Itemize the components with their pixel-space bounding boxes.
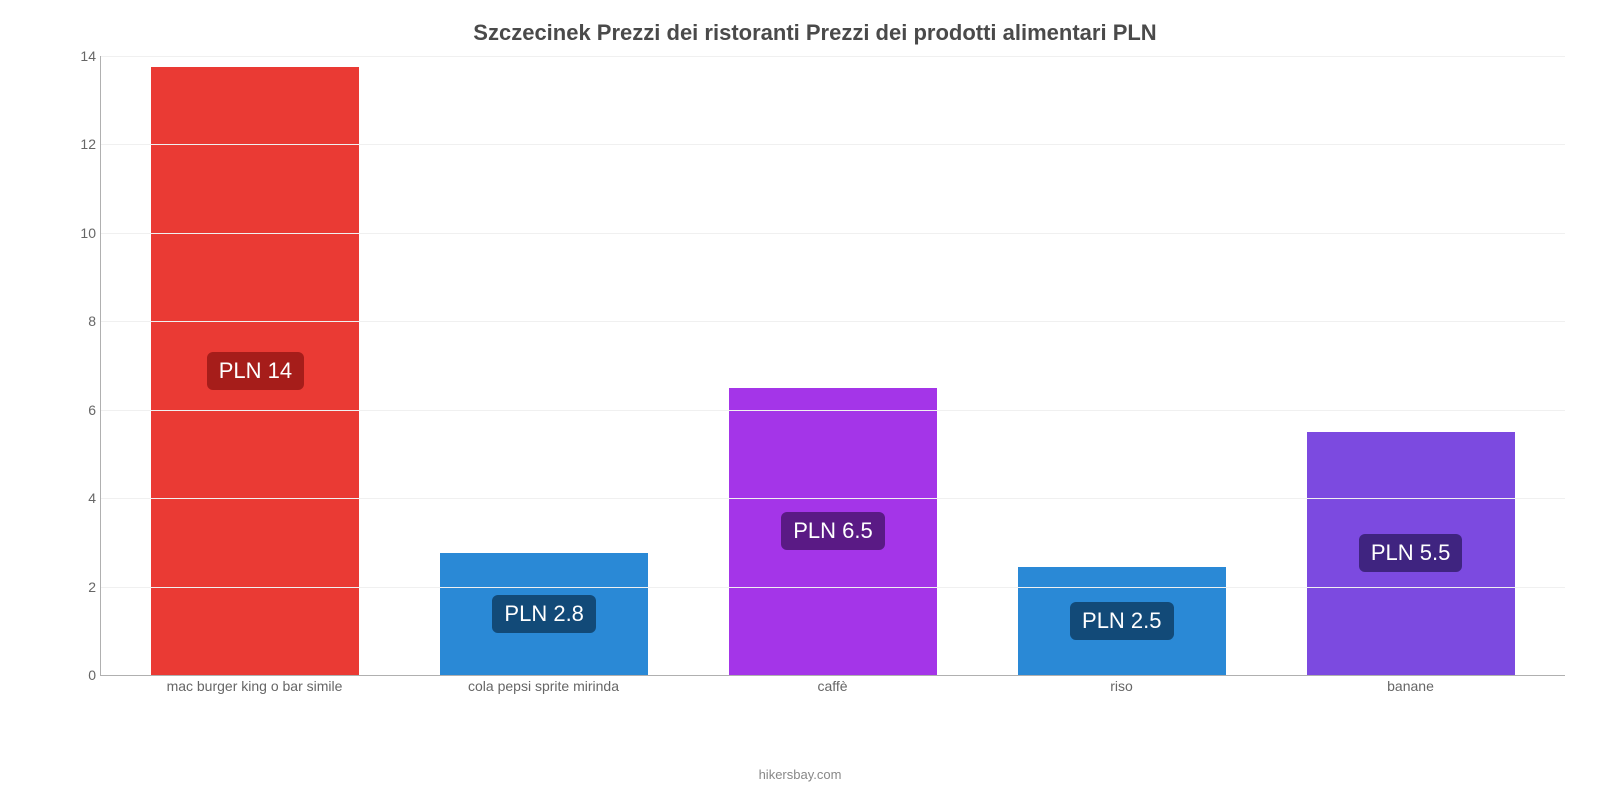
x-axis-label: mac burger king o bar simile [110,678,399,706]
plot-area: PLN 14PLN 2.8PLN 6.5PLN 2.5PLN 5.5 02468… [100,56,1565,676]
value-badge: PLN 2.8 [492,595,596,633]
grid-line [101,321,1565,322]
bar-slot: PLN 5.5 [1266,56,1555,675]
grid-line [101,410,1565,411]
bars-group: PLN 14 PLN 2.8 PLN 6.5 PLN 2.5 PLN 5.5 [101,56,1565,675]
y-tick-label: 6 [61,402,96,418]
value-badge: PLN 5.5 [1359,534,1463,572]
grid-line [101,233,1565,234]
grid-line [101,587,1565,588]
x-axis-label: cola pepsi sprite mirinda [399,678,688,706]
source-label: hikersbay.com [0,767,1600,782]
bar-slot: PLN 2.8 [400,56,689,675]
value-badge: PLN 2.5 [1070,602,1174,640]
x-axis-label: riso [977,678,1266,706]
grid-line [101,144,1565,145]
bar: PLN 14 [151,67,359,675]
bar-slot: PLN 2.5 [977,56,1266,675]
y-tick-label: 4 [61,490,96,506]
y-tick-label: 10 [61,225,96,241]
x-axis-label: banane [1266,678,1555,706]
bar: PLN 2.8 [440,553,648,675]
value-badge: PLN 14 [207,352,304,390]
chart-container: Szczecinek Prezzi dei ristoranti Prezzi … [0,0,1600,800]
bar: PLN 5.5 [1307,432,1515,675]
y-tick-label: 14 [61,48,96,64]
bar: PLN 2.5 [1018,567,1226,675]
plot-outer: PLN 14 PLN 2.8 PLN 6.5 PLN 2.5 PLN 5.5 0 2 4 6 8… [60,56,1570,706]
bar: PLN 6.5 [729,388,937,675]
bar-slot: PLN 14 [111,56,400,675]
bar-slot: PLN 6.5 [689,56,978,675]
y-tick-label: 0 [61,667,96,683]
y-tick-label: 8 [61,313,96,329]
y-tick-label: 2 [61,579,96,595]
x-axis-labels: mac burger king o bar similecola pepsi s… [100,678,1565,706]
chart-title: Szczecinek Prezzi dei ristoranti Prezzi … [60,20,1570,46]
grid-line [101,498,1565,499]
y-tick-label: 12 [61,136,96,152]
grid-line [101,56,1565,57]
value-badge: PLN 6.5 [781,512,885,550]
x-axis-label: caffè [688,678,977,706]
